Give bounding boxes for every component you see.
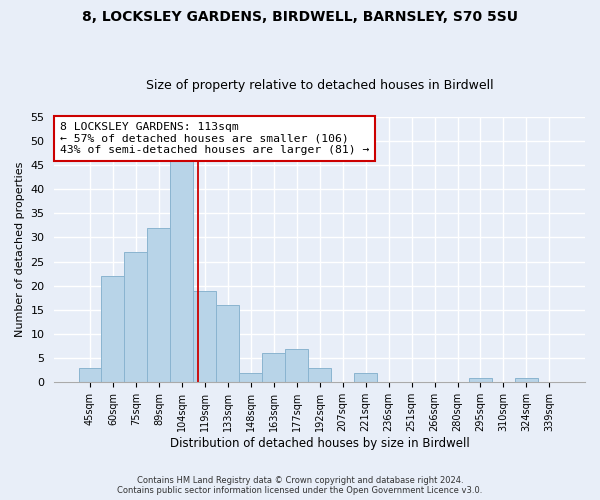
Bar [79,368,101,382]
Bar [308,368,331,382]
Y-axis label: Number of detached properties: Number of detached properties [15,162,25,337]
Bar [285,348,308,382]
Title: Size of property relative to detached houses in Birdwell: Size of property relative to detached ho… [146,79,494,92]
Bar [170,160,193,382]
Bar [124,252,148,382]
Bar [469,378,492,382]
Bar [101,276,124,382]
Bar [193,290,217,382]
X-axis label: Distribution of detached houses by size in Birdwell: Distribution of detached houses by size … [170,437,470,450]
Bar [262,354,285,382]
Text: 8 LOCKSLEY GARDENS: 113sqm
← 57% of detached houses are smaller (106)
43% of sem: 8 LOCKSLEY GARDENS: 113sqm ← 57% of deta… [60,122,369,156]
Text: 8, LOCKSLEY GARDENS, BIRDWELL, BARNSLEY, S70 5SU: 8, LOCKSLEY GARDENS, BIRDWELL, BARNSLEY,… [82,10,518,24]
Bar [217,305,239,382]
Bar [148,228,170,382]
Bar [239,372,262,382]
Bar [515,378,538,382]
Text: Contains HM Land Registry data © Crown copyright and database right 2024.
Contai: Contains HM Land Registry data © Crown c… [118,476,482,495]
Bar [354,372,377,382]
